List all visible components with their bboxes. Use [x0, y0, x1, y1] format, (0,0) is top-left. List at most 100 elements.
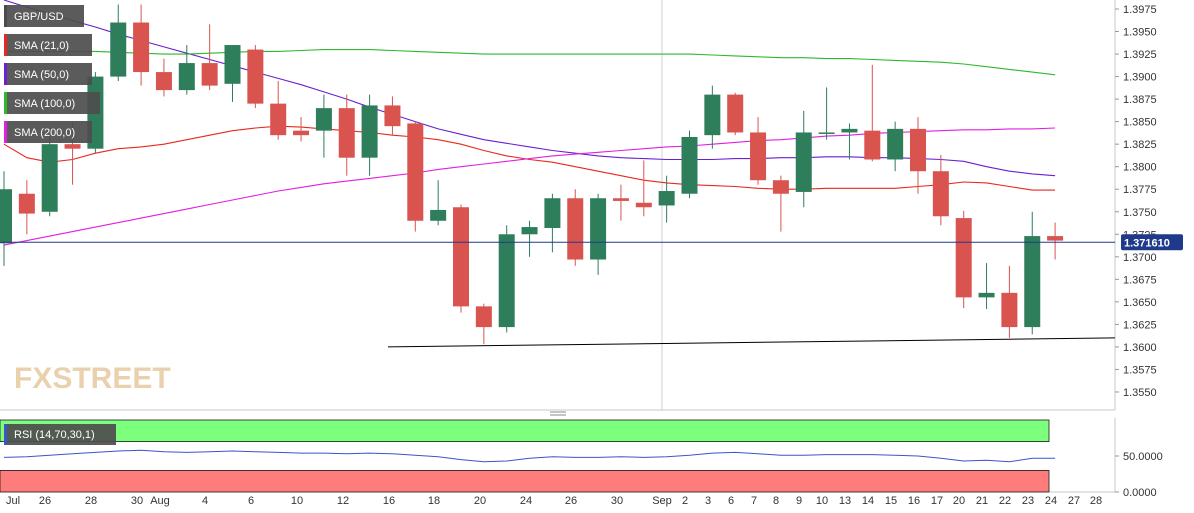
rsi-legend-swatch	[4, 424, 7, 445]
legend-color-swatch	[4, 92, 7, 114]
legend-item[interactable]	[4, 121, 92, 143]
candle-body	[635, 202, 652, 208]
candle-body	[1024, 236, 1041, 328]
x-tick-label: 16	[383, 495, 395, 507]
x-tick-label: 3	[705, 495, 711, 507]
x-tick-label: 7	[751, 495, 757, 507]
candle-body	[567, 198, 584, 260]
rsi-overbought-zone	[0, 419, 1050, 443]
x-tick-label: 17	[931, 495, 943, 507]
x-tick-label: 6	[728, 495, 734, 507]
x-tick-label: 12	[337, 495, 349, 507]
candle-body	[704, 94, 721, 136]
x-tick-label: 24	[520, 495, 532, 507]
x-tick-label: 18	[428, 495, 440, 507]
x-tick-label: 13	[839, 495, 851, 507]
x-tick-label: 15	[885, 495, 897, 507]
candle-body	[270, 103, 287, 136]
x-tick-label: 22	[999, 495, 1011, 507]
candle-body	[887, 128, 904, 160]
candle-body	[955, 218, 972, 298]
sma-line-0	[3, 125, 1056, 191]
y-tick-label: 1.3775	[1123, 184, 1157, 196]
y-tick-label: 1.3825	[1123, 139, 1157, 151]
y-tick-label: 1.3925	[1123, 49, 1157, 61]
legend-label: GBP/USD	[14, 11, 64, 23]
rsi-pane: 50.0000 0.0000 RSI (14,70,30,1)	[0, 418, 1163, 499]
legend-label: SMA (100,0)	[14, 98, 75, 110]
candle-body	[978, 292, 995, 298]
candle-body	[521, 227, 538, 235]
y-tick-label: 1.3975	[1123, 4, 1157, 16]
candle-body	[453, 207, 469, 307]
x-tick-label: 8	[773, 495, 779, 507]
rsi-oversold-zone	[0, 469, 1050, 493]
y-axis-main: 1.3975 1.3950 1.3925 1.3900 1.3875 1.3850 1.38…	[1115, 4, 1157, 399]
legend-item[interactable]	[4, 5, 84, 27]
x-tick-label: 9	[796, 495, 802, 507]
x-tick-label: 30	[131, 495, 143, 507]
candle-body	[407, 123, 424, 221]
x-tick-label: 10	[816, 495, 828, 507]
legend-color-swatch	[4, 63, 7, 85]
x-tick-label: 6	[248, 495, 254, 507]
candle-body	[224, 45, 241, 84]
candle-body	[772, 180, 789, 194]
y-tick-label: 1.3875	[1123, 94, 1157, 106]
legend-color-swatch	[4, 34, 7, 56]
candle-body	[155, 72, 172, 91]
candle-body	[498, 234, 515, 328]
legend-label: SMA (200,0)	[14, 127, 75, 139]
x-tick-label: 4	[202, 495, 208, 507]
support-trendline	[387, 337, 1116, 348]
candle-body	[910, 128, 926, 172]
candle-body	[338, 108, 355, 158]
legend-item[interactable]	[4, 92, 100, 114]
y-tick-label: 1.3950	[1123, 27, 1157, 39]
candle-body	[727, 94, 744, 133]
candle-body	[361, 105, 378, 158]
candle-body	[864, 130, 881, 160]
candle-body	[0, 189, 12, 244]
y-tick-label: 1.3600	[1123, 342, 1157, 354]
rsi-tick-label: 50.0000	[1123, 451, 1163, 463]
pane-splitter-handle[interactable]	[548, 411, 568, 417]
legend-color-swatch	[4, 5, 7, 27]
y-tick-label: 1.3550	[1123, 387, 1157, 399]
candle-body	[247, 49, 264, 104]
y-tick-label: 1.3750	[1123, 207, 1157, 219]
x-tick-label: 26	[565, 495, 577, 507]
candle-body	[795, 132, 812, 192]
legend-label: SMA (50,0)	[14, 69, 69, 81]
x-tick-label: 28	[85, 495, 97, 507]
legend-item[interactable]	[4, 63, 92, 85]
legend: GBP/USD SMA (21,0) SMA (50,0) SMA (100,0) SM…	[4, 5, 100, 143]
x-tick-label: 27	[1068, 495, 1080, 507]
rsi-line	[3, 449, 1056, 463]
y-tick-label: 1.3625	[1123, 319, 1157, 331]
rsi-legend[interactable]	[4, 424, 116, 445]
y-tick-label: 1.3850	[1123, 117, 1157, 129]
candle-body	[110, 22, 127, 77]
candle-body	[818, 132, 835, 134]
x-tick-label: Aug	[150, 495, 170, 507]
x-tick-label: 20	[474, 495, 486, 507]
sma-line-2	[4, 49, 1056, 76]
rsi-legend-label: RSI (14,70,30,1)	[14, 429, 95, 441]
candle-body	[612, 198, 629, 201]
candle-body	[750, 132, 767, 181]
candle-body	[18, 193, 35, 214]
x-tick-label: 14	[862, 495, 874, 507]
y-tick-label: 1.3575	[1123, 364, 1157, 376]
legend-item[interactable]	[4, 34, 92, 56]
candle-body	[178, 63, 195, 91]
candle-body	[475, 306, 492, 328]
candle-body	[544, 198, 561, 228]
candle-body	[932, 171, 949, 217]
candle-body	[1001, 292, 1018, 328]
y-tick-label: 1.3675	[1123, 274, 1157, 286]
candle-body	[841, 128, 858, 133]
x-tick-label: Sep	[652, 495, 672, 507]
y-tick-label: 1.3650	[1123, 297, 1157, 309]
